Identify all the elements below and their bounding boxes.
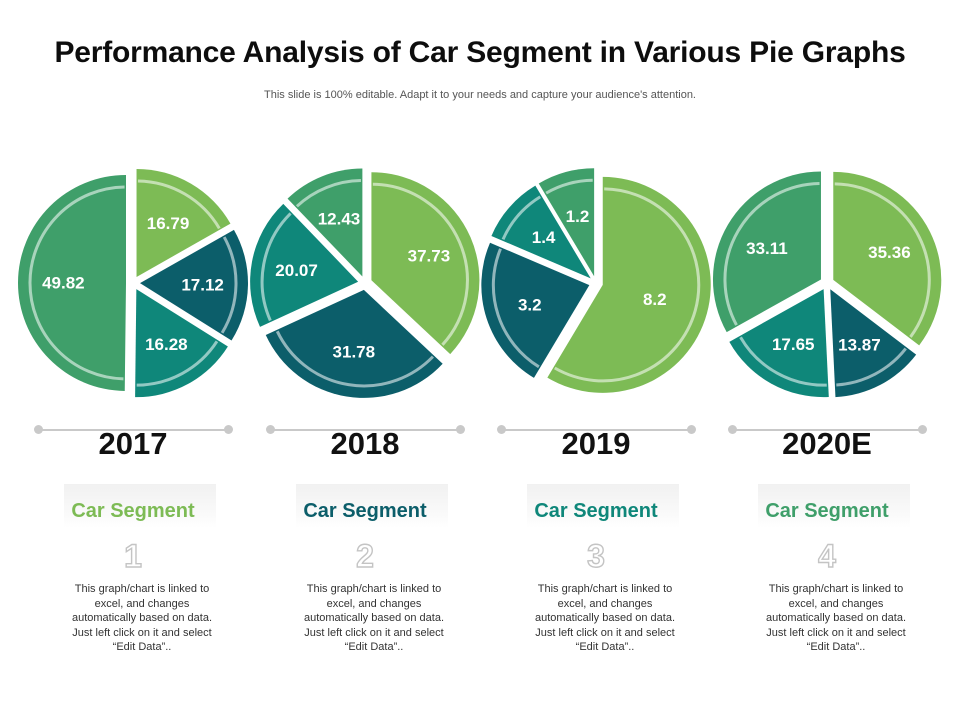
pie-slice: [371, 172, 480, 355]
pie-slice-highlight: [28, 185, 125, 381]
year-label: 2017: [98, 426, 168, 461]
pie-slice: [139, 229, 248, 341]
timeline-dot-left: [34, 425, 43, 434]
pie-2019: 8.2 3.2 1.4 1.2: [481, 168, 711, 393]
pie-slice-label: 49.82: [42, 274, 85, 293]
timeline-dot-left: [497, 425, 506, 434]
pie-slice-highlight: [739, 336, 827, 387]
pie-slice-highlight: [295, 179, 361, 208]
segment-box: [296, 484, 448, 528]
panel-description: This graph/chart is linked to excel, and…: [534, 583, 676, 653]
pie-slice-highlight: [136, 340, 219, 387]
pie-slice-label: 13.87: [838, 336, 881, 355]
pie-slice: [250, 203, 359, 327]
timeline-dot-right: [224, 425, 233, 434]
pie-slice: [136, 168, 231, 277]
pie-slice-highlight: [501, 195, 542, 240]
segment-label: Car Segment: [71, 500, 195, 522]
pie-slice-highlight: [137, 179, 221, 230]
pie-slice-label: 1.4: [532, 228, 556, 247]
pie-slice: [729, 289, 829, 398]
timeline-line: [270, 429, 464, 431]
segment-label: Car Segment: [303, 500, 427, 522]
pie-slice: [712, 171, 821, 333]
pie-slice-label: 37.73: [408, 246, 451, 265]
pie-slice-highlight: [836, 347, 907, 387]
panel-description: This graph/chart is linked to excel, and…: [71, 583, 213, 653]
pie-slice: [830, 289, 917, 398]
pie-slice-highlight: [260, 212, 292, 322]
slide-title: Performance Analysis of Car Segment in V…: [54, 36, 906, 69]
pie-slice: [481, 242, 590, 378]
timeline-dot-right: [918, 425, 927, 434]
panel-number: 3: [586, 537, 605, 574]
timeline-dot-right: [456, 425, 465, 434]
pie-slice-label: 17.65: [772, 335, 815, 354]
pie-slice-label: 1.2: [566, 207, 590, 226]
pie-slice-label: 12.43: [318, 209, 361, 228]
timeline-dot-left: [266, 425, 275, 434]
pie-slice-highlight: [275, 330, 434, 388]
pie-2017: 16.79 17.12 16.28 49.82: [17, 168, 248, 398]
pie-slice-highlight: [545, 178, 593, 195]
segment-box: [64, 484, 216, 528]
pie-2018: 37.73 31.78 20.07 12.43: [250, 168, 480, 398]
pie-slice: [287, 168, 363, 277]
pie-slice-label: 33.11: [746, 239, 788, 258]
pie-slice-label: 35.36: [868, 243, 911, 262]
timeline-line: [732, 429, 926, 431]
pie-slice-label: 3.2: [518, 296, 542, 315]
segment-box: [527, 484, 679, 528]
pie-slice-label: 31.78: [333, 343, 376, 362]
timeline-line: [501, 429, 695, 431]
pie-slice-label: 16.79: [147, 214, 190, 233]
timeline-dot-right: [687, 425, 696, 434]
segment-label: Car Segment: [534, 500, 658, 522]
pie-slice-label: 20.07: [275, 261, 318, 280]
pie-slice: [491, 185, 591, 279]
year-label: 2018: [330, 426, 400, 461]
pie-slice-highlight: [834, 182, 931, 338]
timeline-line: [38, 429, 232, 431]
pie-slice: [538, 168, 595, 277]
segment-label: Car Segment: [765, 500, 889, 522]
pie-slice-label: 8.2: [643, 290, 667, 309]
pie-slice-highlight: [372, 182, 469, 346]
year-label: 2020E: [782, 426, 872, 461]
slide-subtitle: This slide is 100% editable. Adapt it to…: [264, 89, 696, 101]
pie-slice-highlight: [723, 181, 820, 326]
pie-2020E: 35.36 13.87 17.65 33.11: [712, 171, 942, 398]
panel-number: 1: [123, 537, 142, 574]
year-label: 2019: [561, 426, 631, 461]
pie-slice: [833, 171, 942, 346]
timeline-dot-left: [728, 425, 737, 434]
pie-slice-highlight: [554, 187, 701, 383]
pie-charts: 16.79 17.12 16.28 49.82 37.73 31.78 20.07 12.43…: [17, 168, 942, 398]
pie-slice: [135, 289, 228, 398]
pie-slice-highlight: [220, 236, 238, 334]
panel-number: 4: [817, 537, 836, 574]
pie-slice-highlight: [491, 248, 540, 369]
pie-slice-label: 16.28: [145, 335, 188, 354]
panel-description: This graph/chart is linked to excel, and…: [765, 583, 907, 653]
segment-box: [758, 484, 910, 528]
pie-slice: [547, 176, 711, 393]
panel-number: 2: [355, 537, 374, 574]
pie-slice-label: 17.12: [181, 276, 224, 295]
panel-description: This graph/chart is linked to excel, and…: [303, 583, 445, 653]
